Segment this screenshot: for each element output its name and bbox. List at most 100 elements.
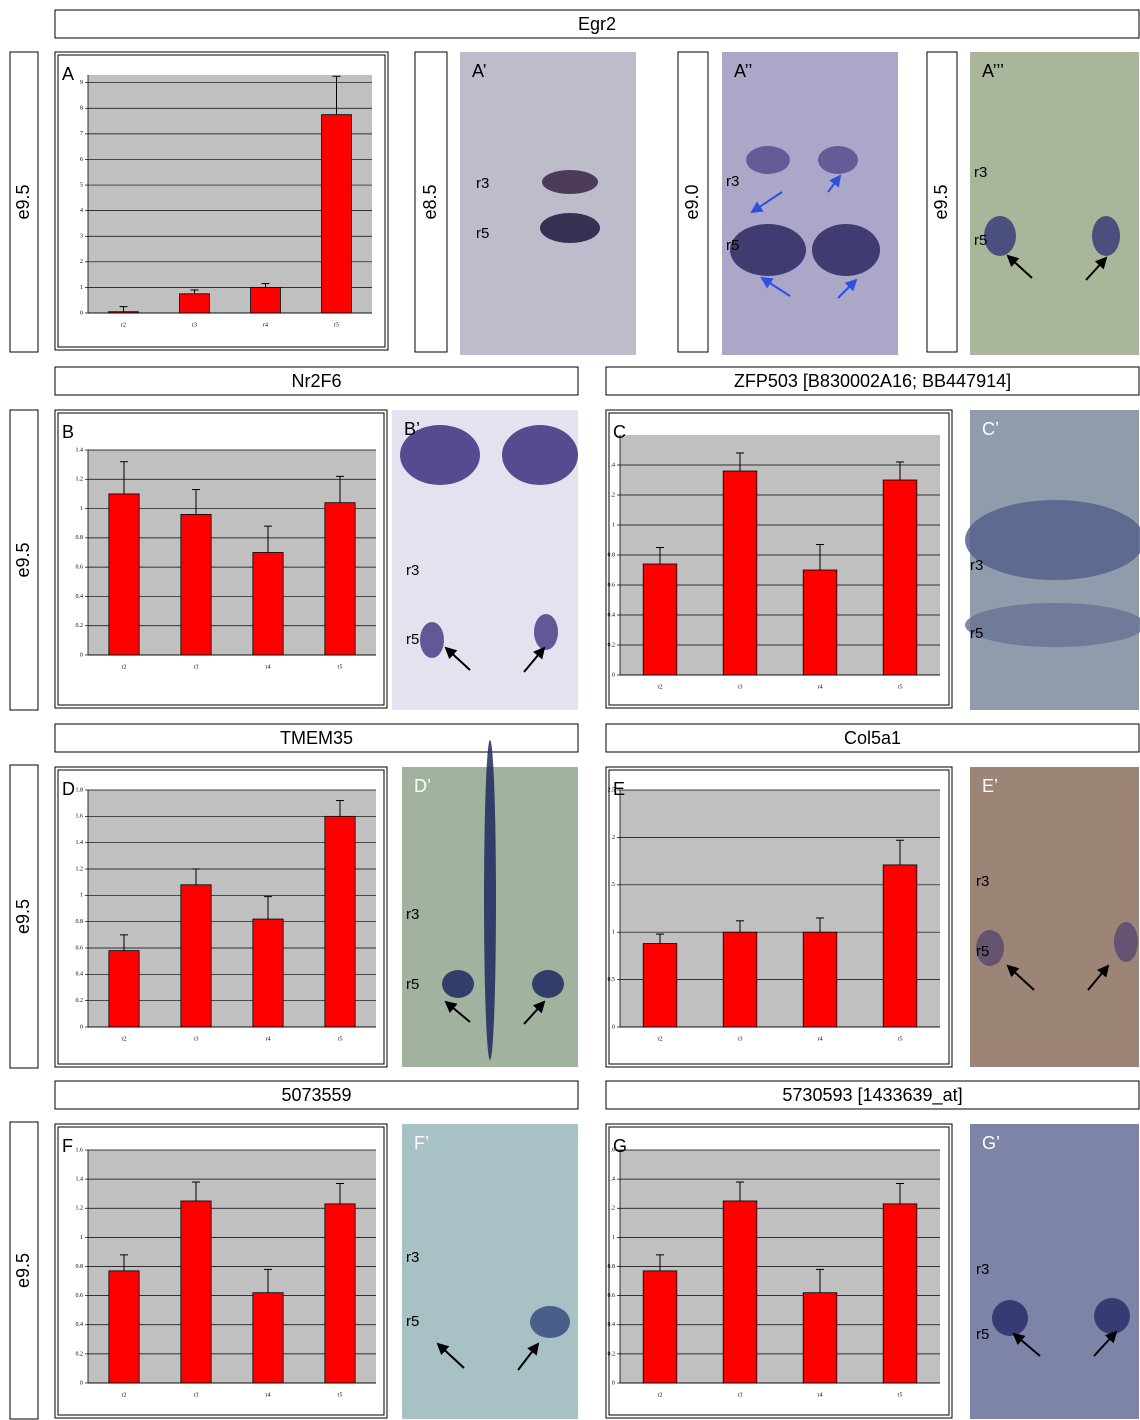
- stage-label: e9.5: [13, 542, 33, 577]
- rhombomere-label: r3: [406, 1249, 419, 1266]
- panel-label: F’: [414, 1133, 429, 1153]
- x-tick-label: r5: [898, 684, 903, 690]
- rhombomere-label: r5: [406, 976, 419, 993]
- panel-label: D: [62, 779, 75, 799]
- stain: [730, 224, 806, 276]
- panel-label: B’: [404, 419, 420, 439]
- stain: [542, 170, 598, 194]
- y-tick-label: 1.5: [608, 882, 616, 888]
- x-tick-label: r2: [122, 1036, 127, 1042]
- x-tick-label: r5: [338, 664, 343, 670]
- y-tick-label: 1: [80, 893, 83, 899]
- y-tick-label: 0.8: [608, 1264, 616, 1270]
- y-tick-label: 0.2: [608, 642, 616, 648]
- panel-label: C’: [982, 419, 999, 439]
- arrow: [444, 646, 471, 671]
- chart-frame-inner: [608, 412, 950, 706]
- x-tick-label: r5: [898, 1392, 903, 1398]
- arrow: [1093, 1330, 1118, 1357]
- panel-label: E: [613, 779, 625, 799]
- stain: [812, 224, 880, 276]
- chart-frame-inner: [608, 769, 950, 1065]
- y-tick-label: 0.2: [76, 623, 84, 629]
- bar: [180, 1200, 212, 1384]
- bar: [722, 1200, 758, 1384]
- y-tick-label: 0.6: [76, 1293, 84, 1299]
- arrow: [523, 1000, 546, 1025]
- y-tick-label: 0.4: [76, 594, 84, 600]
- arrow: [436, 1342, 465, 1369]
- rhombomere-label: r5: [726, 237, 739, 254]
- panel-label: G: [613, 1136, 627, 1156]
- header-box: [605, 723, 1140, 753]
- panel-label: G’: [982, 1133, 1000, 1153]
- stain: [400, 425, 480, 485]
- bar: [324, 1203, 356, 1384]
- y-tick-label: 1.2: [76, 866, 84, 872]
- stain: [534, 614, 558, 650]
- arrow: [523, 646, 546, 673]
- stage-box: [9, 409, 39, 711]
- stain: [965, 500, 1140, 580]
- rhombomere-label: r5: [976, 943, 989, 960]
- y-tick-label: 0.6: [608, 1293, 616, 1299]
- rhombomere-label: r5: [476, 225, 489, 242]
- stain: [1114, 922, 1138, 962]
- bar: [108, 950, 140, 1028]
- stage-label: e9.5: [13, 184, 33, 219]
- y-tick-label: 9: [80, 80, 83, 86]
- x-tick-label: r3: [194, 1036, 199, 1042]
- bar: [722, 931, 758, 1028]
- bar: [252, 552, 284, 656]
- bar: [324, 815, 356, 1028]
- bar: [108, 1270, 140, 1384]
- x-tick-label: r4: [266, 1036, 271, 1042]
- y-tick-label: 8: [80, 106, 83, 112]
- y-tick-label: 1.4: [608, 462, 616, 468]
- bar: [108, 493, 140, 656]
- x-tick-label: r2: [658, 1392, 663, 1398]
- y-tick-label: 4: [80, 208, 83, 214]
- y-tick-label: 0.2: [608, 1351, 616, 1357]
- x-tick-label: r3: [192, 322, 197, 328]
- rhombomere-label: r3: [406, 562, 419, 579]
- y-tick-label: 1: [612, 522, 615, 528]
- y-tick-label: 2: [80, 259, 83, 265]
- y-tick-label: 0.4: [608, 612, 616, 618]
- stage-box: [9, 51, 39, 353]
- stain: [992, 1300, 1028, 1336]
- x-tick-label: r3: [194, 1392, 199, 1398]
- y-tick-label: 2.5: [608, 787, 616, 793]
- header-label: TMEM35: [280, 728, 353, 748]
- header-label: 5073559: [281, 1085, 351, 1105]
- x-tick-label: r2: [658, 1036, 663, 1042]
- header-box: [605, 1080, 1140, 1110]
- y-tick-label: 0: [612, 1380, 615, 1386]
- bar: [882, 1203, 918, 1384]
- arrow: [750, 191, 783, 214]
- y-tick-label: 2: [612, 835, 615, 841]
- arrow: [1085, 256, 1108, 281]
- bar: [722, 470, 758, 676]
- micrograph: [970, 767, 1139, 1067]
- x-tick-label: r4: [266, 1392, 271, 1398]
- y-tick-label: 0: [80, 310, 83, 316]
- arrow: [827, 174, 842, 193]
- chart-frame-inner: [57, 769, 385, 1065]
- rhombomere-label: r3: [974, 164, 987, 181]
- stain: [484, 740, 496, 1060]
- x-tick-label: r2: [122, 664, 127, 670]
- y-tick-label: 1.6: [608, 1147, 616, 1153]
- arrow: [837, 278, 858, 299]
- y-tick-label: 0.4: [76, 972, 84, 978]
- y-tick-label: 1.4: [76, 1177, 84, 1183]
- y-tick-label: 1: [612, 930, 615, 936]
- y-tick-label: 5: [80, 182, 83, 188]
- x-tick-label: r3: [738, 1392, 743, 1398]
- stage-label: e8.5: [420, 184, 440, 219]
- stage-box: [677, 51, 709, 353]
- stain: [502, 425, 578, 485]
- x-tick-label: r2: [658, 684, 663, 690]
- panel-label: A: [62, 64, 74, 84]
- y-tick-label: 0.8: [76, 1264, 84, 1270]
